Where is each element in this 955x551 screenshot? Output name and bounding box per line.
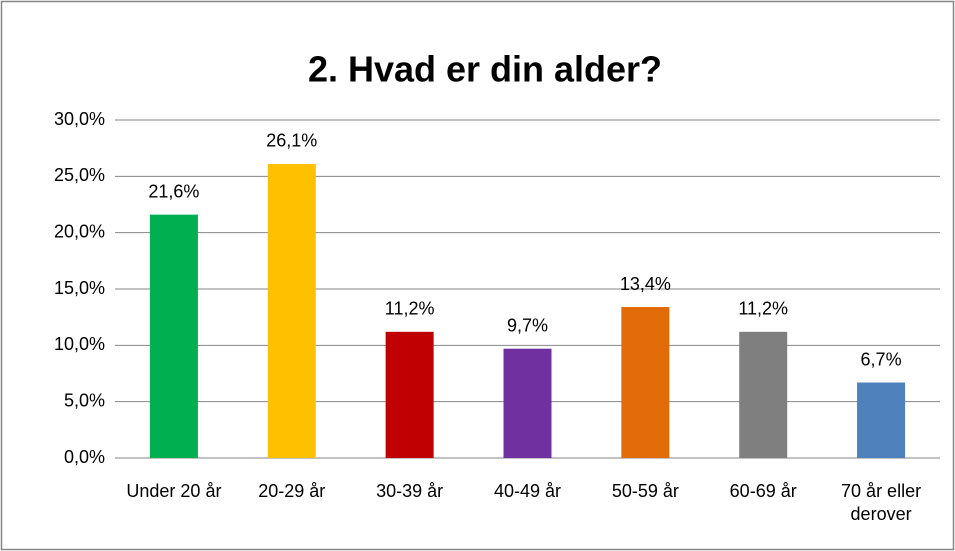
chart-title: 2. Hvad er din alder? [308, 49, 662, 90]
y-tick-label: 20,0% [54, 221, 105, 241]
y-tick-label: 30,0% [54, 109, 105, 129]
x-tick-label: 60-69 år [729, 481, 797, 501]
data-label: 11,2% [385, 299, 435, 319]
bar [267, 163, 316, 458]
bar [739, 331, 788, 458]
bar [621, 307, 670, 458]
y-tick-label: 15,0% [54, 278, 105, 298]
bar [385, 331, 434, 458]
data-label: 9,7% [507, 315, 548, 335]
x-tick-label: 50-59 år [611, 481, 679, 501]
y-tick-label: 0,0% [64, 447, 105, 467]
x-tick-label: 40-49 år [493, 481, 562, 501]
data-label: 21,6% [148, 181, 199, 201]
data-label: 11,2% [738, 299, 788, 319]
data-label: 13,4% [620, 274, 671, 294]
bar [149, 214, 198, 458]
y-tick-label: 5,0% [64, 390, 105, 410]
data-label: 6,7% [861, 349, 902, 369]
x-tick-label: 70 år eller derover [841, 481, 922, 524]
y-tick-label: 25,0% [54, 165, 105, 185]
x-tick-label: 20-29 år [258, 481, 326, 501]
y-tick-label: 10,0% [54, 334, 105, 354]
x-tick-label: 30-39 år [376, 481, 444, 501]
bar [857, 382, 906, 458]
data-label: 26,1% [266, 131, 317, 151]
x-tick-label: Under 20 år [126, 481, 222, 501]
bar [503, 348, 552, 458]
